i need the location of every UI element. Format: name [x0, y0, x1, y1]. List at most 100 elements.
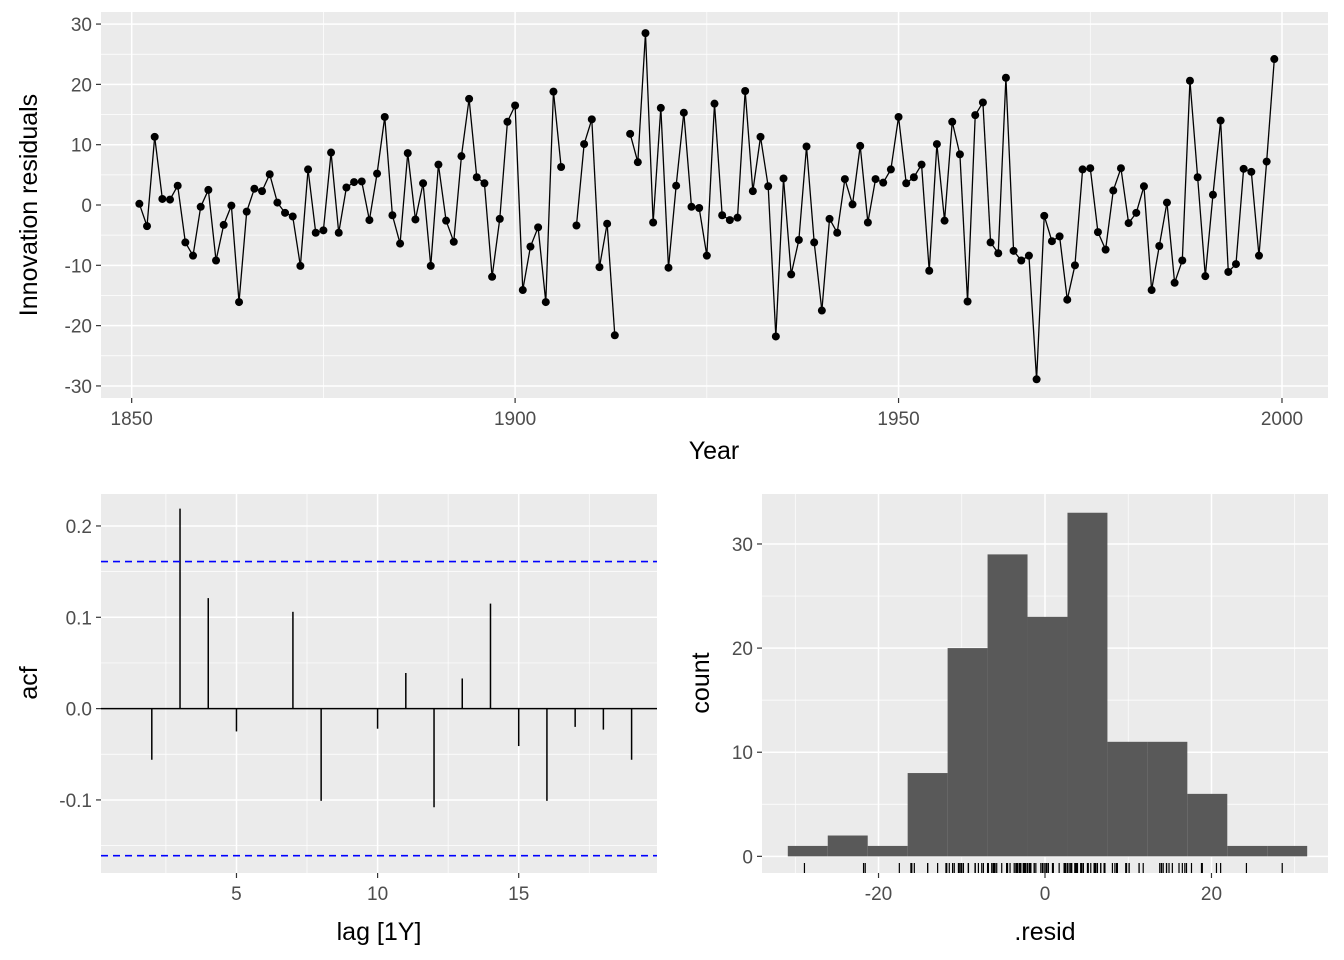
x-tick-label: 0 — [1040, 884, 1051, 905]
y-tick-label: 20 — [732, 639, 753, 660]
data-point — [909, 173, 918, 182]
series-line-segment — [782, 178, 792, 275]
y-tick-label: 10 — [732, 743, 753, 764]
data-point — [1178, 256, 1187, 265]
data-point — [472, 173, 481, 182]
series-line-segment — [767, 186, 777, 337]
data-point — [725, 216, 734, 225]
x-tick-label: 10 — [367, 884, 388, 905]
data-point — [871, 175, 880, 184]
data-point — [1032, 375, 1041, 384]
data-point — [281, 208, 290, 217]
data-point — [1162, 198, 1171, 207]
series-line-segment — [338, 187, 348, 233]
data-point — [396, 239, 405, 248]
data-point — [641, 29, 650, 38]
data-point — [488, 272, 497, 281]
x-tick-label: 20 — [1201, 884, 1222, 905]
series-line-segment — [1035, 215, 1045, 380]
data-point — [1185, 76, 1194, 85]
data-point — [388, 211, 397, 220]
series-line-segment — [1189, 80, 1199, 178]
data-point — [1254, 251, 1263, 260]
data-point — [1170, 278, 1179, 287]
data-point — [250, 184, 259, 193]
histogram-bar — [1187, 793, 1228, 857]
series-line-segment — [683, 112, 693, 207]
data-point — [526, 242, 535, 251]
data-point — [1009, 246, 1018, 255]
y-tick-label: 30 — [732, 535, 753, 556]
series-line-segment — [629, 133, 639, 163]
x-tick-label: -20 — [865, 884, 892, 905]
data-point — [373, 169, 382, 178]
y-tick-label: 0.2 — [66, 517, 92, 538]
residuals-histogram: 0 10 20 30 -20 0 20 .resid count — [687, 494, 1328, 946]
data-point — [166, 195, 175, 204]
series-line-segment — [361, 181, 371, 221]
data-point — [557, 163, 566, 172]
data-point — [1109, 186, 1118, 195]
series-line-segment — [192, 206, 202, 256]
series-line-segment — [1266, 58, 1275, 162]
series-line-segment — [675, 112, 685, 186]
series-line-segment — [706, 103, 716, 256]
series-line-segment — [376, 116, 386, 174]
data-point — [357, 177, 366, 186]
y-tick-label: -0.1 — [59, 791, 92, 812]
data-point — [733, 213, 742, 222]
acf-gridlines — [101, 479, 657, 873]
series-line-segment — [468, 98, 478, 178]
data-point — [810, 238, 819, 247]
acf-x-axis-title: lag [1Y] — [337, 918, 422, 946]
series-line-segment — [1089, 168, 1099, 233]
series-line-segment — [1150, 245, 1160, 291]
series-line-segment — [537, 227, 547, 303]
data-point — [1017, 256, 1026, 265]
series-line-segment — [522, 246, 532, 291]
series-line-segment — [307, 169, 317, 233]
series-line-segment — [368, 173, 378, 221]
histogram-bar — [1267, 845, 1308, 857]
series-line-segment — [1181, 80, 1191, 261]
data-point — [1208, 190, 1217, 199]
data-point — [273, 198, 282, 207]
data-point — [802, 142, 811, 151]
data-point — [173, 181, 182, 190]
acf-plot: -0.1 0.0 0.1 0.2 5 10 15 lag [1Y] acf — [15, 479, 657, 946]
data-point — [442, 216, 451, 225]
y-tick-label: 0 — [81, 196, 92, 217]
data-point — [534, 223, 543, 232]
series-line-segment — [483, 183, 493, 277]
series-line-segment — [752, 136, 762, 192]
series-line-segment — [652, 107, 662, 223]
series-line-segment — [322, 152, 332, 231]
series-line-segment — [821, 218, 831, 311]
data-point — [219, 220, 228, 229]
series-line-segment — [997, 77, 1007, 254]
histogram-bar — [907, 773, 948, 857]
data-point — [917, 160, 926, 169]
data-point — [1262, 157, 1271, 166]
data-point — [365, 216, 374, 225]
series-line-segment — [813, 242, 823, 311]
series-line-segment — [591, 119, 601, 268]
acf-x-ticks: 5 10 15 — [231, 873, 529, 905]
data-point — [135, 199, 144, 208]
series-line-segment — [844, 178, 854, 205]
data-point — [626, 129, 635, 138]
data-point — [541, 298, 550, 307]
data-point — [549, 87, 558, 96]
data-point — [848, 200, 857, 209]
data-point — [664, 263, 673, 272]
series-line-segment — [966, 115, 976, 302]
y-tick-label: 0 — [742, 847, 753, 868]
series-line-segment — [414, 183, 424, 220]
series-line-segment — [207, 189, 217, 261]
series-line-segment — [269, 174, 279, 203]
data-point — [1247, 167, 1256, 176]
series-line-segment — [460, 98, 470, 157]
y-tick-label: 0.0 — [66, 700, 92, 721]
data-point — [1155, 242, 1164, 251]
